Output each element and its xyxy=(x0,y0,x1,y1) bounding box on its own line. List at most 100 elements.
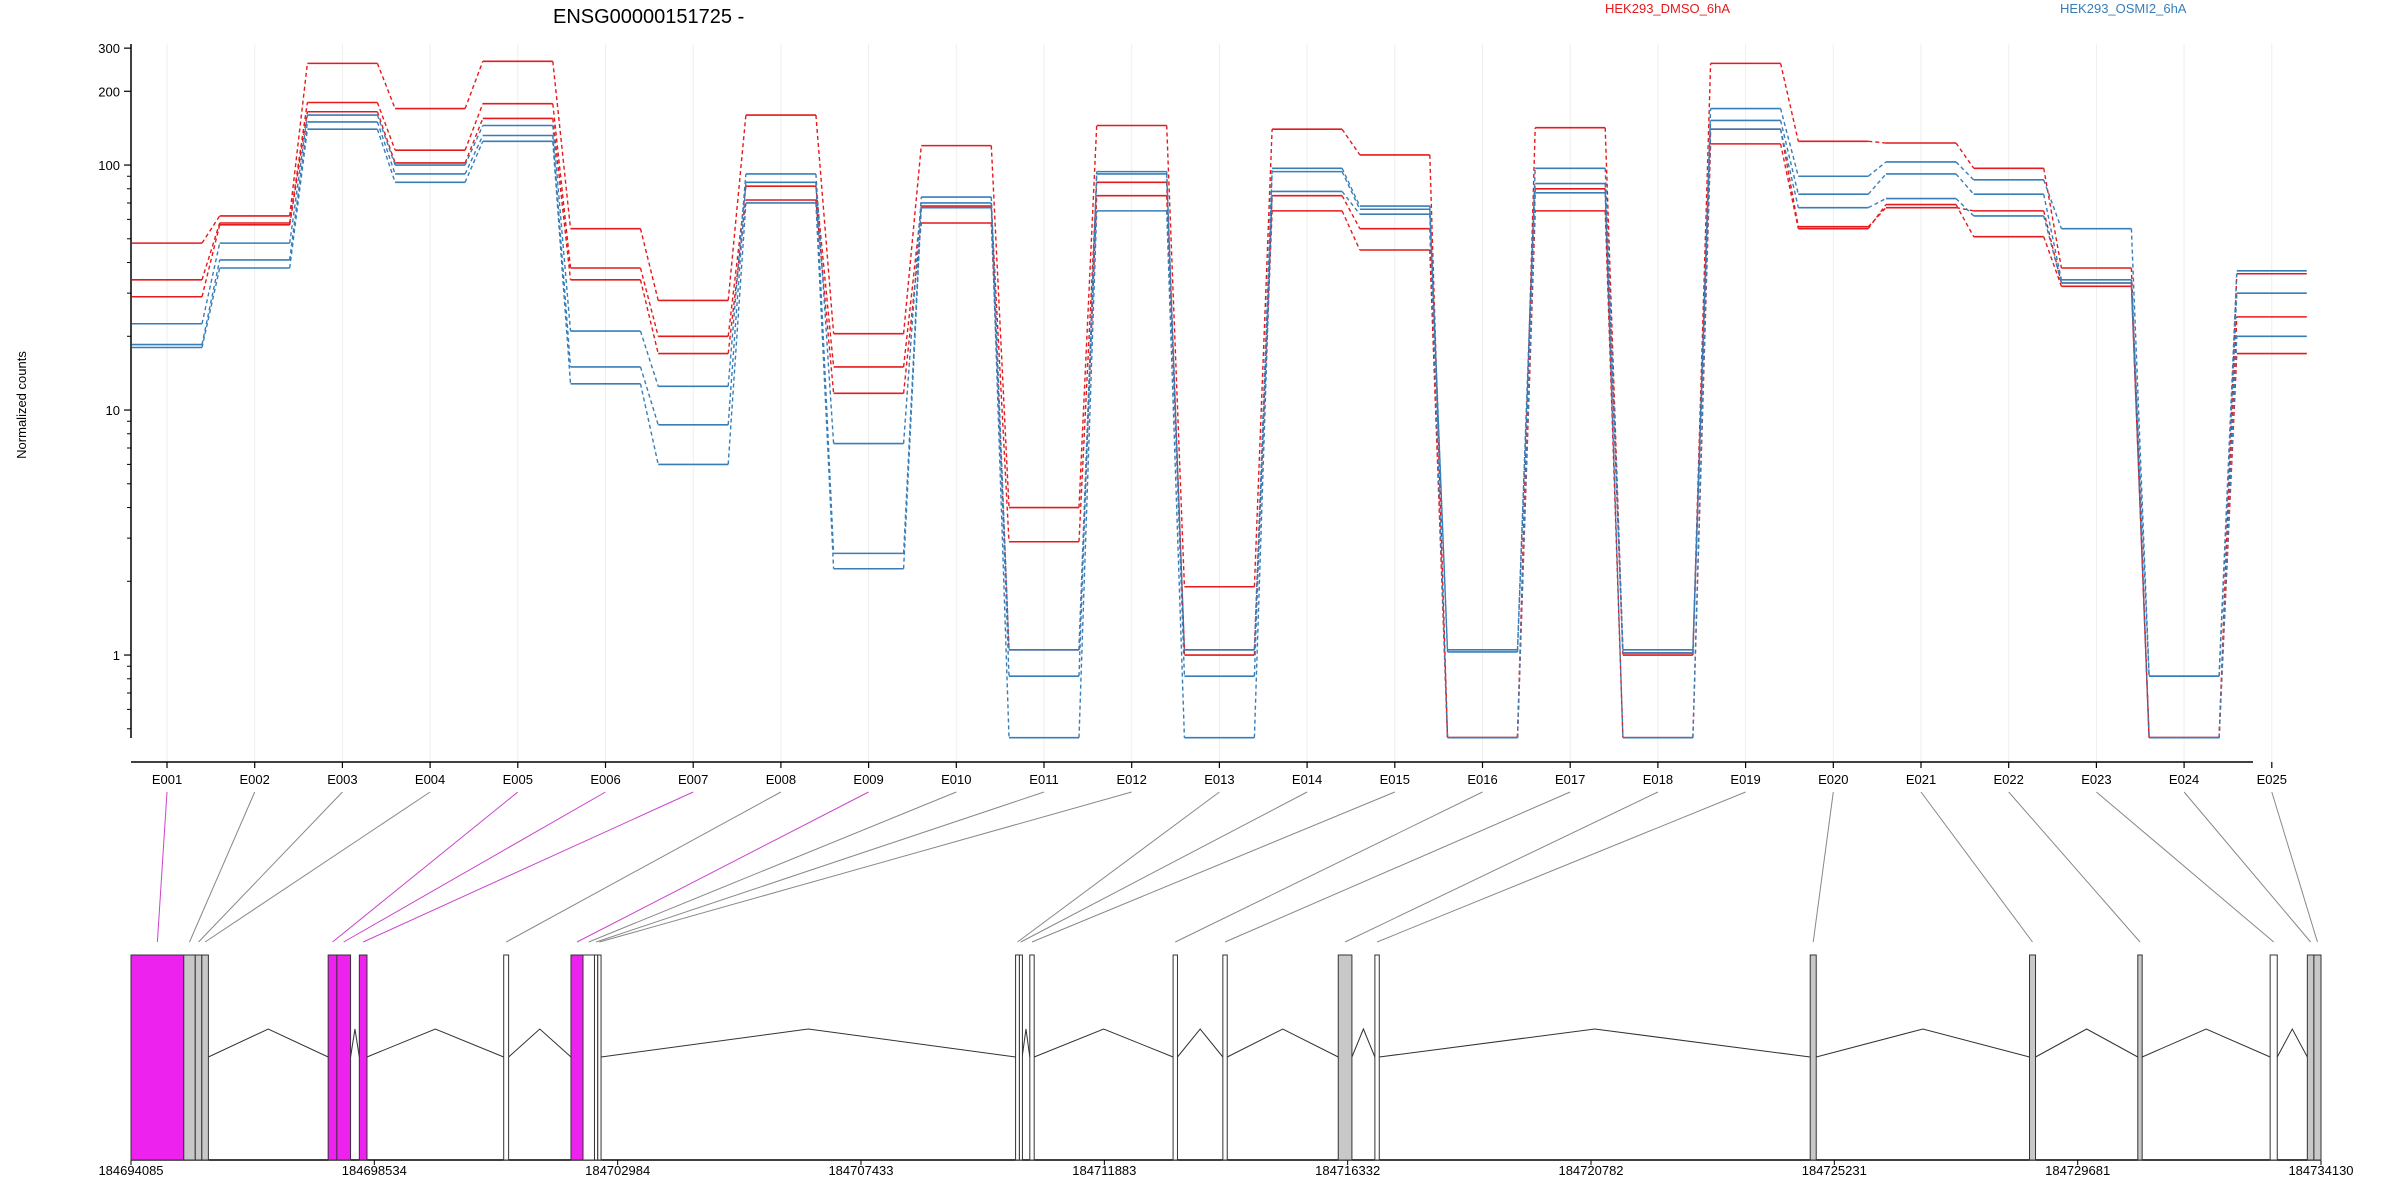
data-connector-dashed xyxy=(552,125,572,332)
data-connector-dashed xyxy=(201,267,221,348)
x-tick-label: E016 xyxy=(1467,772,1497,787)
intron-line xyxy=(1177,1028,1224,1058)
data-connector-dashed xyxy=(2218,293,2238,677)
data-connector-dashed xyxy=(1253,171,1273,677)
data-connector-dashed xyxy=(1604,183,1624,653)
data-connector-dashed xyxy=(289,129,309,269)
genomic-tick-label: 184720782 xyxy=(1558,1163,1623,1178)
data-connector-dashed xyxy=(376,114,396,166)
x-tick-label: E020 xyxy=(1818,772,1848,787)
data-connector-dashed xyxy=(990,202,1010,677)
data-connector-dashed xyxy=(1341,191,1361,215)
exon-block-e009 xyxy=(570,954,584,1161)
data-connector-dashed xyxy=(376,111,396,164)
data-connector-dashed xyxy=(464,141,484,183)
data-connector-dashed xyxy=(902,145,922,334)
x-tick-label: E021 xyxy=(1906,772,1936,787)
exon-connector xyxy=(198,791,343,943)
intron-line xyxy=(1379,1028,1811,1058)
data-connector-dashed xyxy=(1078,125,1098,508)
exon-connector xyxy=(599,791,1132,943)
data-connector-dashed xyxy=(464,135,484,175)
exon-connector xyxy=(156,791,168,943)
data-connector-dashed xyxy=(376,129,396,183)
exon-connector xyxy=(2271,791,2318,943)
data-connector-dashed xyxy=(464,118,484,164)
data-connector-dashed xyxy=(1166,171,1186,650)
exon-connector xyxy=(595,791,1045,943)
exon-connector xyxy=(204,791,431,943)
data-connector-dashed xyxy=(464,125,484,166)
exon-block-e015 xyxy=(1029,954,1035,1161)
data-connector-dashed xyxy=(1429,214,1449,738)
exon-block-e018 xyxy=(1337,954,1353,1161)
x-tick-label: E018 xyxy=(1643,772,1673,787)
x-tick-label: E019 xyxy=(1730,772,1760,787)
data-connector-dashed xyxy=(2218,273,2238,738)
data-connector-dashed xyxy=(201,224,221,297)
data-connector-dashed xyxy=(289,63,309,216)
data-connector-dashed xyxy=(815,202,835,569)
data-connector-dashed xyxy=(639,330,659,387)
exon-block-e021 xyxy=(2029,954,2037,1161)
genomic-tick-label: 184694085 xyxy=(98,1163,163,1178)
y-tick-label: 200 xyxy=(98,84,120,99)
intron-line xyxy=(600,1028,1016,1058)
exon-block-e001 xyxy=(130,954,185,1161)
series-lines xyxy=(132,60,2307,739)
data-connector-dashed xyxy=(2043,210,2063,284)
gene-model: 184694085 184698534 184702984 184707433 1847… xyxy=(98,954,2354,1178)
x-tick-label: E002 xyxy=(240,772,270,787)
data-connector-dashed xyxy=(289,102,309,224)
exon-connector xyxy=(1031,791,1395,943)
exon-block-e008 xyxy=(503,954,510,1161)
exon-connector xyxy=(362,791,694,943)
genomic-tick-label: 184698534 xyxy=(342,1163,407,1178)
data-connector-dashed xyxy=(1341,128,1361,156)
data-connector-dashed xyxy=(1955,204,1975,238)
x-tick-label: E007 xyxy=(678,772,708,787)
intron-line xyxy=(1227,1028,1339,1058)
exon-connector xyxy=(332,791,519,943)
data-connector-dashed xyxy=(815,182,835,554)
genomic-tick-label: 184725231 xyxy=(1802,1163,1867,1178)
intron-line xyxy=(2141,1028,2271,1058)
exon-connector xyxy=(1175,791,1483,943)
exon-block-e002 xyxy=(183,954,196,1161)
legend-item-dmso: HEK293_DMSO_6hA xyxy=(1605,1,1730,16)
data-connector-dashed xyxy=(1867,207,1887,228)
intron-line xyxy=(208,1028,329,1058)
exon-block-e004 xyxy=(201,954,209,1161)
x-tick-label: E004 xyxy=(415,772,445,787)
data-connector-dashed xyxy=(552,135,572,367)
data-connector-dashed xyxy=(990,207,1010,738)
data-connector-dashed xyxy=(1867,173,1887,195)
genomic-tick-label: 184729681 xyxy=(2045,1163,2110,1178)
exon-block-e023 xyxy=(2269,954,2278,1161)
data-connector-dashed xyxy=(1516,168,1536,650)
data-connector-dashed xyxy=(1692,108,1712,650)
exon-connector xyxy=(2096,791,2275,943)
exon-block-e017 xyxy=(1222,954,1228,1161)
data-connector-dashed xyxy=(1078,210,1098,738)
data-connector-dashed xyxy=(1604,127,1624,653)
data-connector-dashed xyxy=(201,242,221,324)
exon-block-e020 xyxy=(1809,954,1817,1161)
data-connector-dashed xyxy=(2218,270,2238,677)
genomic-tick-label: 184734130 xyxy=(2288,1163,2353,1178)
exon-connector xyxy=(1344,791,1659,943)
intron-line xyxy=(2276,1027,2308,1058)
exon-block-e025 xyxy=(2313,954,2322,1161)
x-tick-label: E012 xyxy=(1117,772,1147,787)
data-connector-dashed xyxy=(815,199,835,394)
data-connector-dashed xyxy=(639,267,659,337)
data-connector-dashed xyxy=(1516,192,1536,738)
x-tick-label: E023 xyxy=(2081,772,2111,787)
data-connector-dashed xyxy=(1867,161,1887,177)
data-connector-dashed xyxy=(727,114,747,301)
intron-line xyxy=(1351,1027,1376,1058)
x-tick-label: E003 xyxy=(327,772,357,787)
data-connector-dashed xyxy=(1078,171,1098,650)
data-connector-dashed xyxy=(1516,183,1536,652)
